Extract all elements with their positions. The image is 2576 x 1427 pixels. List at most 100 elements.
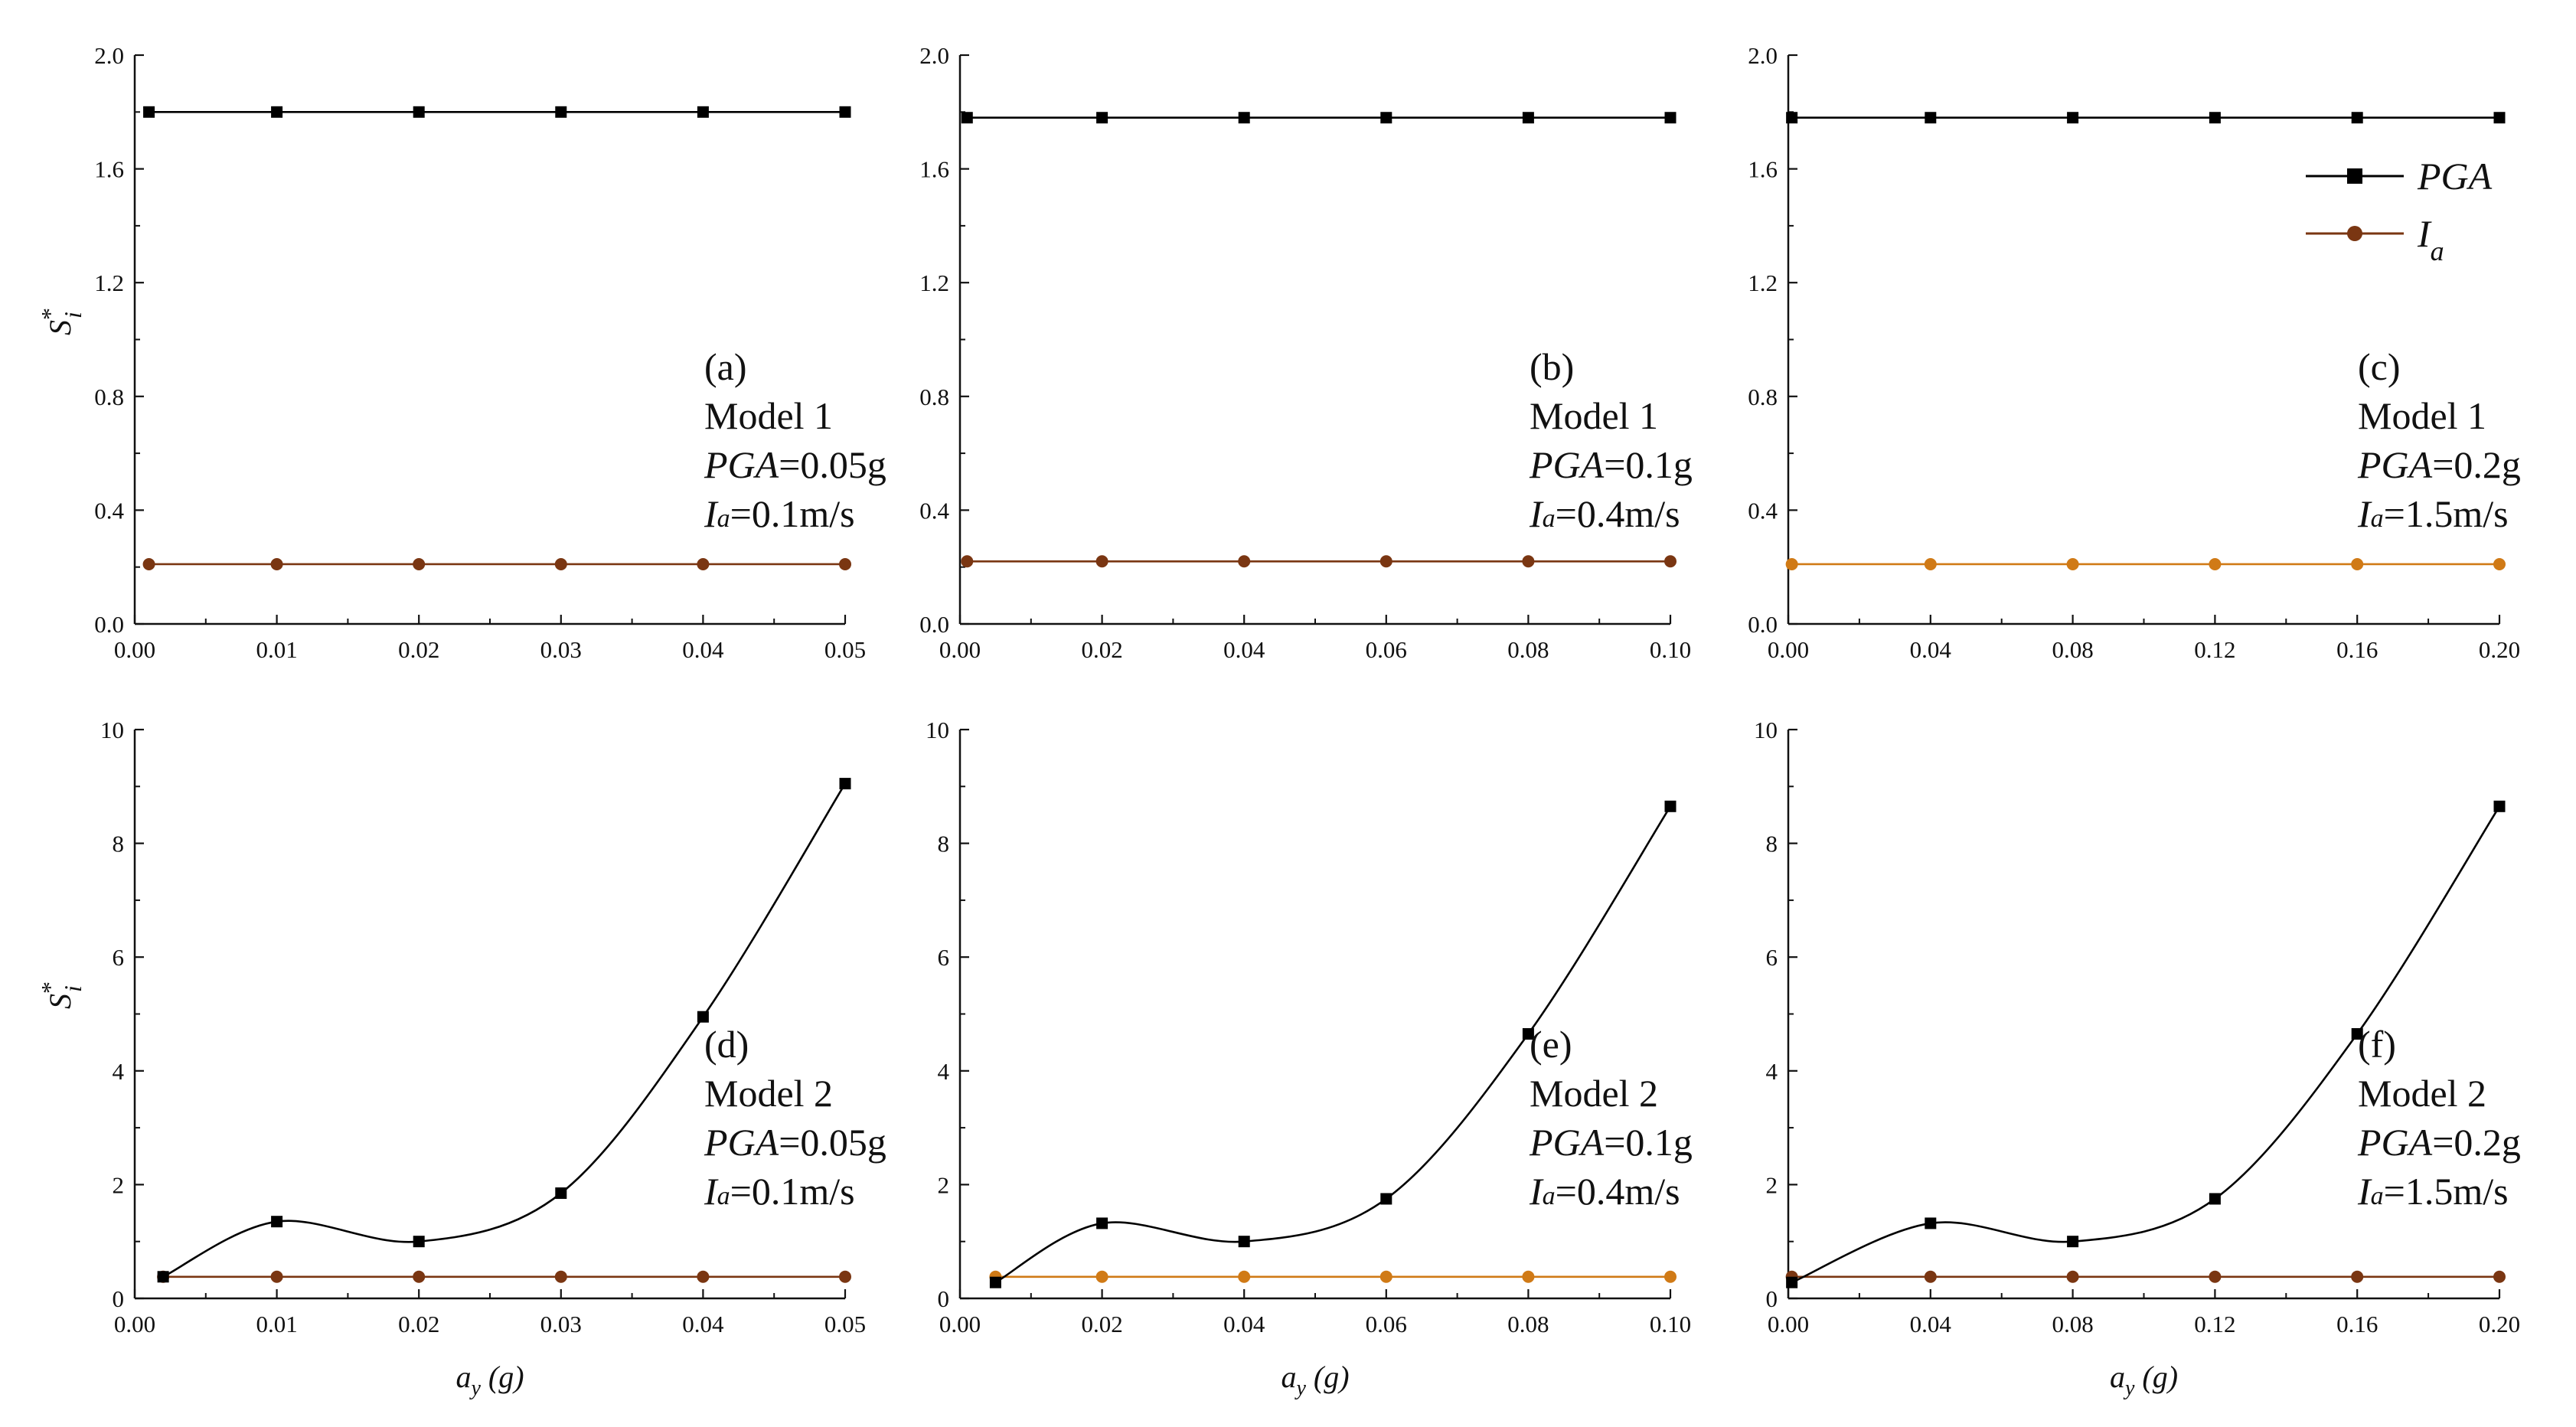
pga-point <box>1925 112 1937 124</box>
x-tick-label: 0.06 <box>1366 1311 1407 1337</box>
pga-condition: PGA=0.2g <box>2357 443 2521 486</box>
ia-point <box>1238 1270 1251 1283</box>
panel-d: 0 2 4 6 8 10 0.00 0.01 0.02 0.03 0.04 0.05 (d) Model … <box>36 717 886 1400</box>
panel-tag: (b) <box>1530 345 1574 388</box>
ia-point <box>554 1270 567 1283</box>
y-tick-label: 6 <box>1766 944 1778 971</box>
y-axis-label: S*i <box>36 981 87 1009</box>
legend-label-ia: Ia <box>2417 212 2444 266</box>
pga-point <box>2067 1236 2079 1248</box>
y-tick-label: 4 <box>113 1058 125 1085</box>
pga-point <box>271 1216 283 1228</box>
ia-point <box>413 1270 426 1283</box>
ia-point <box>2209 557 2222 570</box>
panel-tag: (d) <box>704 1023 749 1066</box>
pga-point <box>697 106 709 118</box>
pga-point <box>555 106 567 118</box>
pga-point <box>1096 112 1108 124</box>
x-tick-label: 0.04 <box>1910 636 1952 663</box>
y-tick-label: 0 <box>113 1285 125 1312</box>
pga-point <box>697 1011 709 1023</box>
x-tick-label: 0.20 <box>2479 636 2520 663</box>
y-tick-label: 2 <box>113 1171 125 1198</box>
ia-point <box>270 557 283 570</box>
panel-f: 0 2 4 6 8 10 0.00 0.04 0.08 0.12 0.16 0.20 (f) Model … <box>1754 717 2521 1400</box>
model-label: Model 2 <box>1530 1072 1658 1115</box>
ia-point <box>2066 1270 2079 1283</box>
pga-condition: PGA=0.05g <box>704 1121 886 1164</box>
pga-condition: PGA=0.1g <box>1529 443 1693 486</box>
ia-point <box>1924 1270 1937 1283</box>
pga-point <box>1664 112 1677 124</box>
pga-point <box>555 1187 567 1200</box>
x-tick-label: 0.00 <box>114 1311 155 1337</box>
ia-point <box>270 1270 283 1283</box>
ia-condition: Ia=0.4m/s <box>1529 1170 1680 1213</box>
x-tick-label: 0.04 <box>1910 1311 1952 1337</box>
ia-point <box>1095 555 1108 568</box>
panel-a: 0.0 0.4 0.8 1.2 1.6 2.0 0.00 0.01 0.02 0.03 0.04 0.… <box>36 42 886 663</box>
ia-point <box>839 557 851 570</box>
pga-point <box>413 106 425 118</box>
y-tick-label: 1.2 <box>1748 269 1778 296</box>
x-tick-label: 0.12 <box>2194 1311 2235 1337</box>
y-tick-label: 8 <box>113 831 125 857</box>
panel-e: 0 2 4 6 8 10 0.00 0.02 0.04 0.06 0.08 0.10 (e) Model … <box>926 717 1693 1400</box>
y-tick-label: 6 <box>113 944 125 971</box>
pga-point <box>2209 1193 2221 1205</box>
y-tick-label: 0.0 <box>1748 611 1778 638</box>
y-tick-label: 0.4 <box>919 497 949 524</box>
pga-point <box>1522 112 1534 124</box>
ia-point <box>1095 1270 1108 1283</box>
pga-point <box>413 1236 425 1248</box>
x-tick-label: 0.08 <box>1507 636 1549 663</box>
ia-point <box>839 1270 851 1283</box>
pga-condition: PGA=0.2g <box>2357 1121 2521 1164</box>
x-tick-label: 0.02 <box>398 1311 439 1337</box>
y-tick-label: 1.6 <box>919 156 949 183</box>
y-tick-label: 0.8 <box>94 384 124 410</box>
ia-point <box>142 557 155 570</box>
x-tick-label: 0.08 <box>1507 1311 1549 1337</box>
x-tick-label: 0.08 <box>2052 636 2093 663</box>
ia-point <box>1522 555 1535 568</box>
y-tick-label: 2.0 <box>919 42 949 69</box>
x-tick-label: 0.00 <box>1768 1311 1809 1337</box>
ia-point <box>2066 557 2079 570</box>
legend: PGA Ia <box>2306 155 2493 266</box>
y-tick-label: 4 <box>1766 1058 1778 1085</box>
ia-condition: Ia=1.5m/s <box>2357 1170 2509 1213</box>
pga-point <box>143 106 155 118</box>
y-tick-label: 6 <box>938 944 950 971</box>
x-axis-label: ay (g) <box>1281 1360 1349 1400</box>
y-tick-label: 8 <box>938 831 950 857</box>
pga-condition: PGA=0.05g <box>704 443 886 486</box>
pga-point <box>157 1271 169 1283</box>
x-tick-label: 0.00 <box>1768 636 1809 663</box>
model-label: Model 2 <box>704 1072 833 1115</box>
ia-condition: Ia=0.1m/s <box>704 1170 855 1213</box>
y-tick-label: 10 <box>100 717 124 743</box>
y-tick-label: 0.0 <box>94 611 124 638</box>
pga-point <box>2493 800 2506 812</box>
panel-tag: (a) <box>704 345 747 388</box>
pga-point <box>839 106 851 118</box>
x-tick-label: 0.05 <box>824 1311 866 1337</box>
ia-condition: Ia=0.1m/s <box>704 492 855 535</box>
ia-point <box>697 557 710 570</box>
x-tick-label: 0.08 <box>2052 1311 2093 1337</box>
ia-point <box>1379 555 1392 568</box>
pga-point <box>1925 1217 1937 1229</box>
x-tick-label: 0.00 <box>114 636 155 663</box>
pga-point <box>961 112 973 124</box>
y-tick-label: 0.4 <box>94 497 124 524</box>
ia-point <box>2209 1270 2222 1283</box>
pga-point <box>1522 1028 1534 1040</box>
model-label: Model 1 <box>2358 394 2486 437</box>
ia-point <box>1379 1270 1392 1283</box>
pga-point <box>2351 1028 2363 1040</box>
x-tick-label: 0.16 <box>2336 636 2378 663</box>
ia-point <box>2493 557 2506 570</box>
y-tick-label: 0.8 <box>1748 384 1778 410</box>
